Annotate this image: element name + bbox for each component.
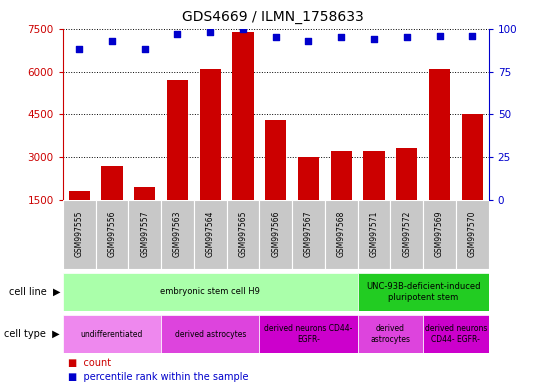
Text: GSM997563: GSM997563 — [173, 211, 182, 258]
Point — [370, 36, 378, 42]
Text: GSM997556: GSM997556 — [108, 211, 116, 258]
Text: GSM997566: GSM997566 — [271, 211, 280, 258]
Bar — [194, 200, 227, 269]
Bar — [259, 315, 358, 353]
Bar — [331, 151, 352, 242]
Point — [173, 31, 182, 37]
Text: ■  percentile rank within the sample: ■ percentile rank within the sample — [68, 372, 249, 382]
Bar — [63, 273, 358, 311]
Text: ■  count: ■ count — [68, 358, 111, 368]
Point — [108, 38, 116, 44]
Text: embryonic stem cell H9: embryonic stem cell H9 — [161, 287, 260, 296]
Bar — [292, 200, 325, 269]
Text: GSM997571: GSM997571 — [370, 211, 378, 257]
Bar — [396, 149, 418, 242]
Text: GSM997567: GSM997567 — [304, 211, 313, 258]
Text: GDS4669 / ILMN_1758633: GDS4669 / ILMN_1758633 — [182, 10, 364, 23]
Point — [402, 34, 411, 40]
Bar — [227, 200, 259, 269]
Bar — [390, 200, 423, 269]
Text: UNC-93B-deficient-induced
pluripotent stem: UNC-93B-deficient-induced pluripotent st… — [366, 282, 480, 301]
Text: GSM997557: GSM997557 — [140, 211, 149, 258]
Text: GSM997569: GSM997569 — [435, 211, 444, 258]
Bar — [63, 200, 96, 269]
Bar — [167, 80, 188, 242]
Bar — [358, 273, 489, 311]
Bar — [358, 200, 390, 269]
Bar — [161, 200, 194, 269]
Text: cell line  ▶: cell line ▶ — [9, 287, 60, 297]
Bar — [161, 315, 259, 353]
Bar — [364, 151, 385, 242]
Bar — [429, 69, 450, 242]
Point — [206, 29, 215, 35]
Bar — [325, 200, 358, 269]
Bar — [423, 315, 489, 353]
Point — [304, 38, 313, 44]
Text: GSM997570: GSM997570 — [468, 211, 477, 258]
Bar — [456, 200, 489, 269]
Text: GSM997564: GSM997564 — [206, 211, 215, 258]
Text: derived neurons CD44-
EGFR-: derived neurons CD44- EGFR- — [264, 324, 353, 344]
Point — [140, 46, 149, 52]
Bar — [102, 166, 122, 242]
Bar — [358, 315, 423, 353]
Point — [468, 33, 477, 39]
Text: derived astrocytes: derived astrocytes — [175, 329, 246, 339]
Bar — [462, 114, 483, 242]
Bar — [63, 315, 161, 353]
Point — [435, 33, 444, 39]
Text: GSM997572: GSM997572 — [402, 211, 411, 257]
Point — [337, 34, 346, 40]
Text: derived
astrocytes: derived astrocytes — [370, 324, 411, 344]
Bar — [259, 200, 292, 269]
Point — [239, 26, 247, 32]
Point — [271, 34, 280, 40]
Bar — [96, 200, 128, 269]
Bar — [134, 187, 156, 242]
Bar — [265, 120, 286, 242]
Bar — [232, 31, 253, 242]
Point — [75, 46, 84, 52]
Bar — [69, 191, 90, 242]
Text: GSM997568: GSM997568 — [337, 211, 346, 257]
Text: cell type  ▶: cell type ▶ — [4, 329, 60, 339]
Text: undifferentiated: undifferentiated — [81, 329, 143, 339]
Bar — [423, 200, 456, 269]
Text: derived neurons
CD44- EGFR-: derived neurons CD44- EGFR- — [425, 324, 487, 344]
Text: GSM997565: GSM997565 — [239, 211, 247, 258]
Bar — [128, 200, 161, 269]
Bar — [200, 69, 221, 242]
Bar — [298, 157, 319, 242]
Text: GSM997555: GSM997555 — [75, 211, 84, 258]
